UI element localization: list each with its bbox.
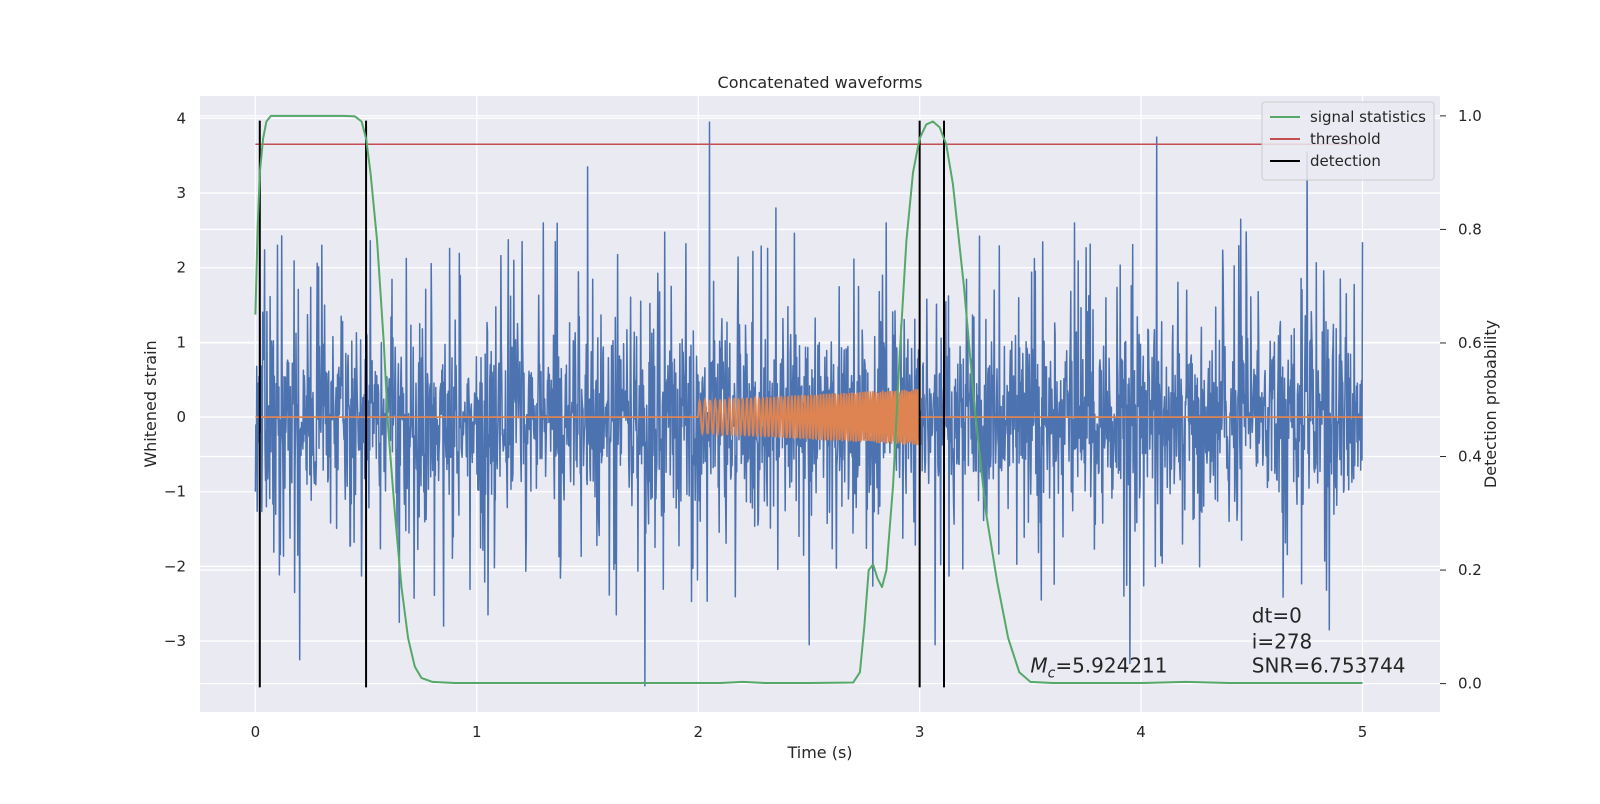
plot-area: [254, 114, 1364, 688]
signal-statistics-line: [254, 114, 1363, 684]
y-right-tick-label: 0.8: [1458, 220, 1482, 238]
x-tick-label: 4: [1136, 723, 1146, 741]
axes: 0 1 2 3 4 5 −3 −2 −1 0 1 2 3 4 0.0 0.2 0.4 0.6 0.8 1.0: [164, 107, 1482, 741]
y-left-tick-label: 4: [176, 109, 186, 127]
chart-title: Concatenated waveforms: [718, 73, 923, 92]
x-axis-label: Time (s): [786, 743, 852, 762]
y-left-tick-label: 0: [176, 408, 186, 426]
x-tick-label: 0: [251, 723, 261, 741]
y-right-tick-label: 0.0: [1458, 675, 1482, 693]
y-left-tick-label: −2: [164, 557, 186, 575]
y-left-tick-label: 2: [176, 259, 186, 277]
y-right-tick-label: 0.2: [1458, 561, 1482, 579]
whitened-strain-series: [254, 121, 1364, 687]
y-axis-left-label: Whitened strain: [141, 340, 160, 467]
legend-label: signal statistics: [1310, 108, 1426, 126]
y-left-tick-label: −1: [164, 483, 186, 501]
x-tick-label: 1: [472, 723, 482, 741]
template-waveform-series: [255, 388, 1363, 446]
annotation-text: i=278: [1252, 630, 1313, 654]
legend-label: detection: [1310, 152, 1381, 170]
x-tick-label: 5: [1358, 723, 1368, 741]
y-right-tick-label: 1.0: [1458, 107, 1482, 125]
legend-label: threshold: [1310, 130, 1381, 148]
y-left-tick-label: 1: [176, 333, 186, 351]
y-axis-right-label: Detection probability: [1481, 320, 1500, 488]
x-tick-label: 2: [693, 723, 703, 741]
y-left-tick-label: −3: [164, 632, 186, 650]
legend-box: [1261, 101, 1435, 181]
annotation-text: Mc=5.924211: [1030, 653, 1167, 681]
y-right-tick-label: 0.6: [1458, 334, 1482, 352]
y-left-tick-label: 3: [176, 184, 186, 202]
legend: signal statistics threshold detection: [1261, 101, 1435, 181]
annotation-text: dt=0: [1252, 603, 1302, 627]
annotation-text: SNR=6.753744: [1252, 653, 1406, 677]
y-right-tick-label: 0.4: [1458, 448, 1482, 466]
x-tick-label: 3: [915, 723, 925, 741]
